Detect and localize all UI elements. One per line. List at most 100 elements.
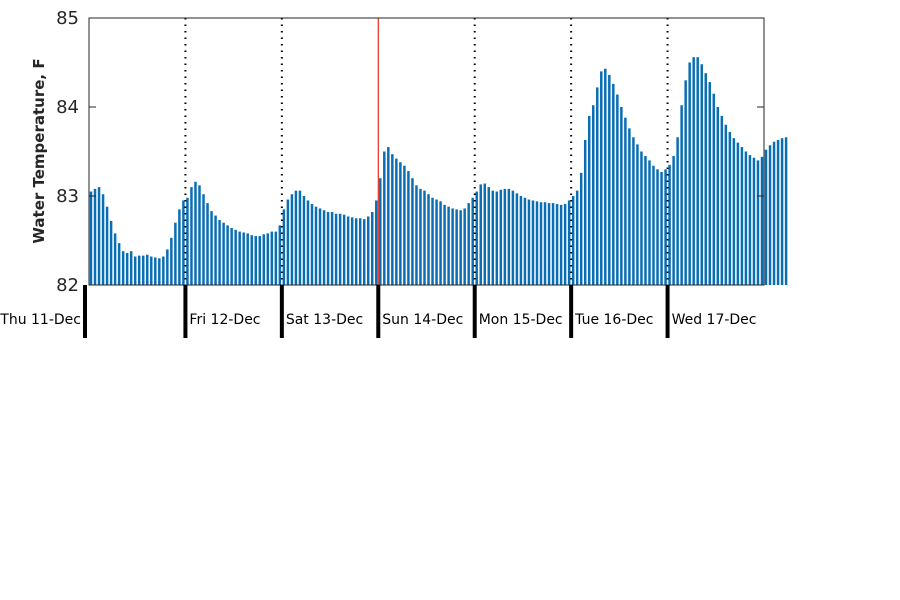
data-bar (467, 203, 470, 285)
data-bar (712, 93, 716, 286)
data-bar (375, 200, 378, 285)
y-tick-label: 82 (56, 275, 79, 296)
data-bar (700, 64, 703, 285)
data-bar (101, 194, 105, 285)
data-bar (262, 234, 266, 285)
data-bar (724, 124, 728, 285)
data-bar (314, 206, 318, 285)
data-bar (298, 190, 302, 285)
data-bar (736, 142, 740, 285)
data-bar (326, 212, 330, 285)
data-bar (250, 235, 253, 285)
data-bar (158, 258, 161, 285)
data-bar (740, 147, 744, 285)
data-bar (154, 257, 157, 285)
data-bar (720, 115, 724, 286)
data-bar (322, 210, 326, 285)
data-bar (367, 216, 370, 285)
data-bar (146, 254, 149, 285)
data-bar (403, 165, 406, 285)
data-bar (523, 197, 527, 285)
data-bar (190, 187, 193, 285)
x-axis-day-labels: Thu 11-Dec Fri 12-Dec Sat 13-Dec Sun 14-Dec… (0, 312, 757, 328)
data-bar (571, 196, 575, 285)
data-bar (117, 243, 121, 285)
data-bar (133, 256, 137, 285)
data-bar (423, 190, 426, 285)
data-bar (575, 190, 579, 285)
data-bar (318, 208, 322, 285)
data-bar (218, 220, 221, 285)
data-bar (109, 220, 113, 285)
data-bar (294, 190, 298, 285)
data-bar (612, 83, 615, 285)
data-bar (475, 191, 478, 285)
bars-group (89, 57, 788, 286)
data-bar (362, 219, 366, 285)
y-tick-label: 84 (56, 97, 79, 118)
data-bar (443, 204, 446, 285)
data-bar (383, 151, 386, 285)
plot-area (89, 18, 764, 285)
data-bar (596, 87, 599, 285)
data-bar (772, 141, 776, 285)
data-bar (358, 218, 362, 285)
day-label: Tue 16-Dec (574, 312, 653, 328)
data-bar (242, 232, 245, 285)
data-bar (756, 160, 760, 285)
data-bar (776, 139, 780, 285)
data-bar (395, 158, 398, 285)
data-bar (129, 251, 133, 285)
data-bar (632, 137, 635, 285)
data-bar (784, 137, 788, 285)
data-bar (286, 199, 290, 285)
data-bar (238, 231, 241, 285)
data-bar (535, 201, 539, 285)
data-bar (330, 212, 334, 285)
data-bar (527, 199, 531, 285)
data-bar (354, 218, 358, 285)
data-bar (507, 188, 511, 285)
data-bar (93, 188, 97, 285)
data-bar (230, 228, 233, 285)
data-bar (174, 222, 177, 285)
data-bar (644, 155, 647, 285)
data-bar (439, 201, 442, 285)
data-bar (459, 210, 462, 285)
data-bar (660, 171, 663, 285)
data-bar (684, 80, 687, 285)
data-bar (379, 178, 382, 285)
data-bar (567, 200, 571, 285)
data-bar (89, 191, 93, 285)
data-bar (150, 256, 153, 285)
data-bar (471, 197, 474, 285)
data-bar (483, 183, 486, 285)
data-bar (608, 74, 611, 286)
data-bar (254, 236, 257, 285)
data-bar (519, 196, 523, 285)
day-label: Sat 13-Dec (286, 312, 363, 328)
y-tick-label: 83 (56, 186, 79, 207)
data-bar (551, 203, 555, 285)
data-bar (732, 138, 736, 285)
data-bar (587, 115, 591, 286)
data-bar (752, 157, 756, 285)
data-bar (676, 137, 679, 285)
day-label: Mon 15-Dec (479, 312, 563, 328)
data-bar (511, 190, 515, 285)
x-axis-day-ticks (83, 285, 670, 338)
data-bar (499, 189, 503, 285)
y-tick-label: 85 (56, 8, 79, 29)
data-bar (282, 209, 286, 285)
day-dividers-group (184, 18, 669, 285)
data-bar (246, 233, 249, 285)
data-bar (583, 139, 587, 285)
data-bar (455, 209, 458, 285)
data-bar (487, 187, 491, 285)
data-bar (214, 215, 217, 285)
data-bar (266, 233, 270, 285)
day-label: Fri 12-Dec (189, 312, 260, 328)
data-bar (495, 191, 499, 285)
data-bar (278, 225, 282, 285)
y-axis-label: Water Temperature, F (30, 58, 48, 243)
